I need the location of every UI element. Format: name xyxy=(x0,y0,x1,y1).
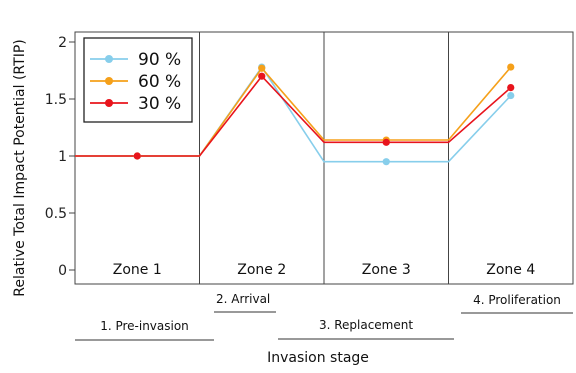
data-point xyxy=(507,84,515,92)
legend-label: 60 % xyxy=(138,72,181,92)
legend-swatch-marker xyxy=(105,55,113,63)
data-point xyxy=(507,91,515,100)
zone-label: Zone 4 xyxy=(486,262,535,278)
legend-label: 30 % xyxy=(138,94,181,114)
stage-label: 3. Replacement xyxy=(319,318,413,332)
data-point xyxy=(133,152,141,160)
y-tick-label: 0.5 xyxy=(45,206,67,222)
zone-dividers xyxy=(199,32,449,284)
series-lines xyxy=(75,65,512,163)
y-axis: 0 0.5 1 1.5 2 xyxy=(45,35,75,279)
series-line xyxy=(75,74,512,157)
legend-label: 90 % xyxy=(138,50,181,70)
data-point xyxy=(382,158,390,166)
stage-label: 4. Proliferation xyxy=(473,293,561,307)
y-tick-label: 1 xyxy=(58,149,67,165)
data-point xyxy=(258,72,266,80)
y-tick-label: 1.5 xyxy=(45,92,67,108)
zone-labels: Zone 1 Zone 2 Zone 3 Zone 4 xyxy=(113,262,536,278)
stage-label: 2. Arrival xyxy=(216,292,270,306)
zone-label: Zone 1 xyxy=(113,262,162,278)
series-markers xyxy=(133,63,515,166)
y-tick-label: 0 xyxy=(58,263,67,279)
data-point xyxy=(258,64,266,72)
legend-swatch-marker xyxy=(105,77,113,85)
data-point xyxy=(507,63,515,71)
legend: 90 %60 %30 % xyxy=(83,37,193,123)
stage-label: 1. Pre-invasion xyxy=(100,319,189,333)
zone-label: Zone 2 xyxy=(237,262,286,278)
zone-label: Zone 3 xyxy=(362,262,411,278)
stage-annotations: 1. Pre-invasion 2. Arrival 3. Replacement 4… xyxy=(75,292,573,341)
x-axis-title: Invasion stage xyxy=(267,350,369,366)
legend-box xyxy=(83,37,193,123)
legend-swatch-marker xyxy=(105,99,113,107)
data-point xyxy=(382,138,390,146)
y-tick-label: 2 xyxy=(58,35,67,51)
y-axis-title: Relative Total Impact Potential (RTIP) xyxy=(12,39,28,296)
